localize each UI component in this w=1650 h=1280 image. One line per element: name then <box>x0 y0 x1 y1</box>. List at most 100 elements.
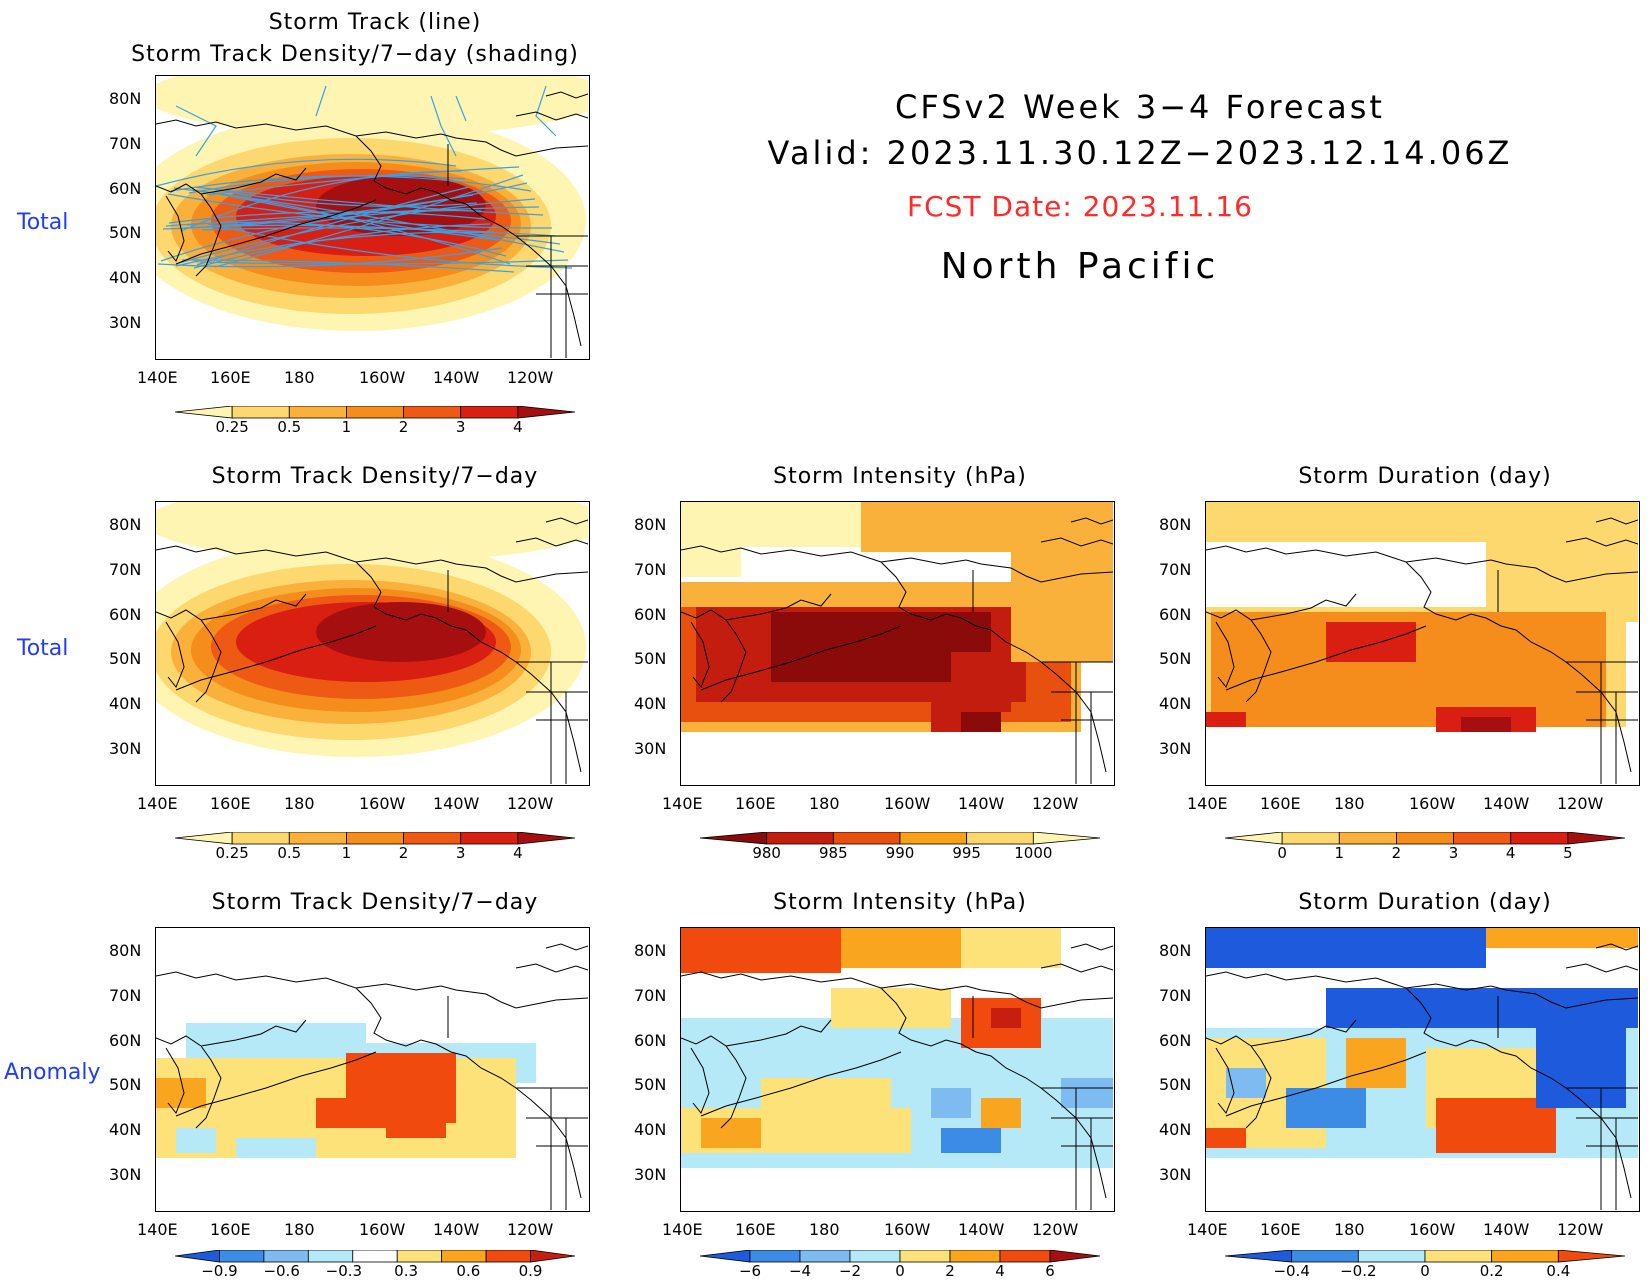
lat-tick-label: 40N <box>634 694 667 713</box>
state-borders <box>1041 661 1113 784</box>
density-shade-7 <box>316 602 486 662</box>
colorbar-intensity <box>699 831 1120 850</box>
colorbar-label: 1 <box>1334 844 1345 862</box>
duration-cell-5 <box>1326 622 1416 662</box>
lon-tick-label: 160W <box>1409 794 1456 813</box>
colorbar-swatch <box>352 1249 398 1263</box>
lon-tick-label: 180 <box>809 794 840 813</box>
colorbar-label: 2 <box>1391 844 1402 862</box>
lon-tick-label: 140E <box>1187 1220 1228 1239</box>
lat-tick-label: 30N <box>109 1165 142 1184</box>
colorbar-swatch <box>1338 831 1397 845</box>
lon-tick-label: 140E <box>662 1220 703 1239</box>
colorbar-label: −6 <box>738 1262 762 1280</box>
lon-tick-label: 140W <box>433 368 480 387</box>
lon-tick-label: 140E <box>1187 794 1228 813</box>
lat-tick-label: 60N <box>109 179 142 198</box>
colorbar-swatch <box>1049 1249 1101 1263</box>
lat-tick-label: 30N <box>634 739 667 758</box>
density-anom-cell-7 <box>236 1138 316 1158</box>
region-name: North Pacific <box>940 246 1220 287</box>
density-anom-cell-8 <box>156 1078 206 1108</box>
lon-tick-label: 180 <box>284 368 315 387</box>
intensity-anom-cell-0 <box>681 928 841 973</box>
intensity-cell-0 <box>681 502 861 547</box>
lon-tick-label: 140E <box>662 794 703 813</box>
colorbar-label: 990 <box>885 844 915 862</box>
intensity-anom-cell-8 <box>991 1008 1021 1028</box>
density-anom-cell-5 <box>386 1118 446 1138</box>
lat-tick-label: 80N <box>109 941 142 960</box>
colorbar-label: 3 <box>455 418 466 436</box>
colorbar-label: 1 <box>341 418 352 436</box>
colorbar-swatch <box>346 831 404 845</box>
intensity-cell-2 <box>681 547 741 577</box>
lat-tick-label: 60N <box>1159 605 1192 624</box>
colorbar-swatch <box>403 405 462 419</box>
colorbar-label: 4 <box>513 844 523 862</box>
colorbar-label: 4 <box>1505 844 1516 862</box>
lat-tick-label: 80N <box>1159 941 1192 960</box>
lon-tick-label: 160E <box>1260 1220 1301 1239</box>
colorbar-duration_anom <box>1224 1249 1645 1268</box>
lat-tick-label: 40N <box>109 694 142 713</box>
storm-duration-map <box>1205 501 1640 786</box>
density-anom-cell-6 <box>176 1128 216 1153</box>
colorbar-swatch <box>699 1249 751 1263</box>
colorbar-swatch <box>799 1249 851 1263</box>
intensity-anom-cell-11 <box>981 1098 1021 1128</box>
row-label-total: Total <box>17 636 69 661</box>
colorbar-swatch <box>174 405 233 419</box>
colorbar-density <box>174 405 595 424</box>
colorbar-swatch <box>966 831 1034 845</box>
lon-tick-label: 180 <box>809 1220 840 1239</box>
lon-tick-label: 160E <box>210 1220 251 1239</box>
state-borders <box>1566 661 1638 784</box>
storm-intensity-map <box>680 501 1115 786</box>
colorbar-swatch <box>1032 831 1101 845</box>
duration-cell-0 <box>1206 502 1638 542</box>
storm-track-density-anomaly-map <box>155 927 590 1212</box>
colorbar-swatch <box>517 405 576 419</box>
intensity-cell-10 <box>961 712 1001 732</box>
colorbar-label: 0.2 <box>1479 1262 1504 1280</box>
state-borders <box>516 661 588 784</box>
colorbar-swatch <box>530 1249 576 1263</box>
panel-4-title: Storm Track Density/7−day <box>211 890 539 915</box>
lon-tick-label: 120W <box>507 1220 554 1239</box>
colorbar-label: 0.3 <box>394 1262 419 1280</box>
colorbar-label: 0 <box>1277 844 1287 862</box>
lat-tick-label: 80N <box>634 941 667 960</box>
lon-tick-label: 120W <box>1032 1220 1079 1239</box>
intensity-anom-cell-2 <box>961 928 1061 968</box>
colorbar-swatch <box>403 831 462 845</box>
duration-anom-cell-1 <box>1486 928 1638 948</box>
colorbar-label: 0 <box>1420 1262 1430 1280</box>
panel-6-title: Storm Duration (day) <box>1298 890 1552 915</box>
colorbar-label: −0.4 <box>1273 1262 1310 1280</box>
lon-tick-label: 180 <box>284 1220 315 1239</box>
colorbar-label: 980 <box>752 844 781 862</box>
storm-duration-anomaly-map <box>1205 927 1640 1212</box>
duration-anom-cell-9 <box>1536 1028 1626 1108</box>
storm-tracks <box>156 85 573 273</box>
duration-anom-cell-8 <box>1286 1088 1366 1128</box>
lon-tick-label: 120W <box>1032 794 1079 813</box>
lon-tick-label: 180 <box>1334 1220 1365 1239</box>
colorbar-swatch <box>396 1249 443 1263</box>
colorbar-swatch <box>1281 831 1340 845</box>
colorbar-swatch <box>460 405 519 419</box>
duration-anom-cell-11 <box>1206 1128 1246 1148</box>
lon-tick-label: 140W <box>1483 794 1530 813</box>
lon-tick-label: 120W <box>507 794 554 813</box>
colorbar-label: 0 <box>895 1262 905 1280</box>
lat-tick-label: 80N <box>634 515 667 534</box>
intensity-anom-cell-10 <box>941 1128 1001 1153</box>
intensity-anom-cell-6 <box>831 988 951 1028</box>
lon-tick-label: 160W <box>359 368 406 387</box>
lat-tick-label: 70N <box>634 986 667 1005</box>
colorbar-label: 985 <box>819 844 848 862</box>
lon-tick-label: 140E <box>137 368 178 387</box>
colorbar-swatch <box>1510 831 1569 845</box>
lon-tick-label: 180 <box>1334 794 1365 813</box>
